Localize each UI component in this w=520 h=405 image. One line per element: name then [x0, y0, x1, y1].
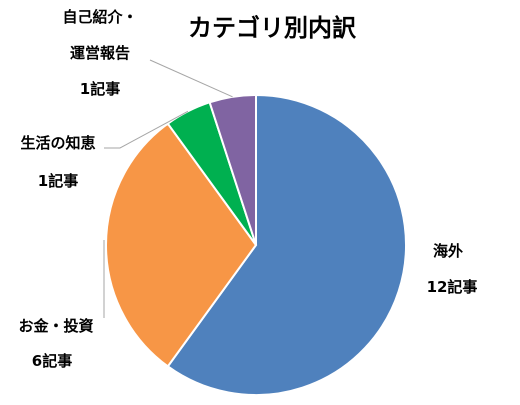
- chart-title: カテゴリ別内訳: [188, 14, 357, 42]
- slice-label-self-intro-line1: 自己紹介・: [62, 8, 137, 26]
- slice-label-overseas: 海外: [433, 242, 463, 260]
- leader-lines: [103, 59, 233, 318]
- slice-value-overseas: 12記事: [427, 278, 478, 296]
- leader-line-self-intro: [149, 59, 233, 98]
- slice-label-life-tips: 生活の知恵: [20, 134, 95, 152]
- pie-slice-money-investment: [104, 122, 258, 368]
- slice-value-money-investment: 6記事: [32, 352, 72, 370]
- pie-slices: [104, 93, 407, 396]
- pie-slice-self-intro: [208, 93, 257, 246]
- pie-slice-overseas: [166, 93, 407, 396]
- slice-label-self-intro-line2: 運営報告: [70, 44, 130, 62]
- leader-line-life-tips: [104, 110, 189, 149]
- slice-value-self-intro: 1記事: [80, 80, 120, 98]
- slice-value-life-tips: 1記事: [38, 172, 78, 190]
- slice-label-money-investment: お金・投資: [18, 317, 93, 335]
